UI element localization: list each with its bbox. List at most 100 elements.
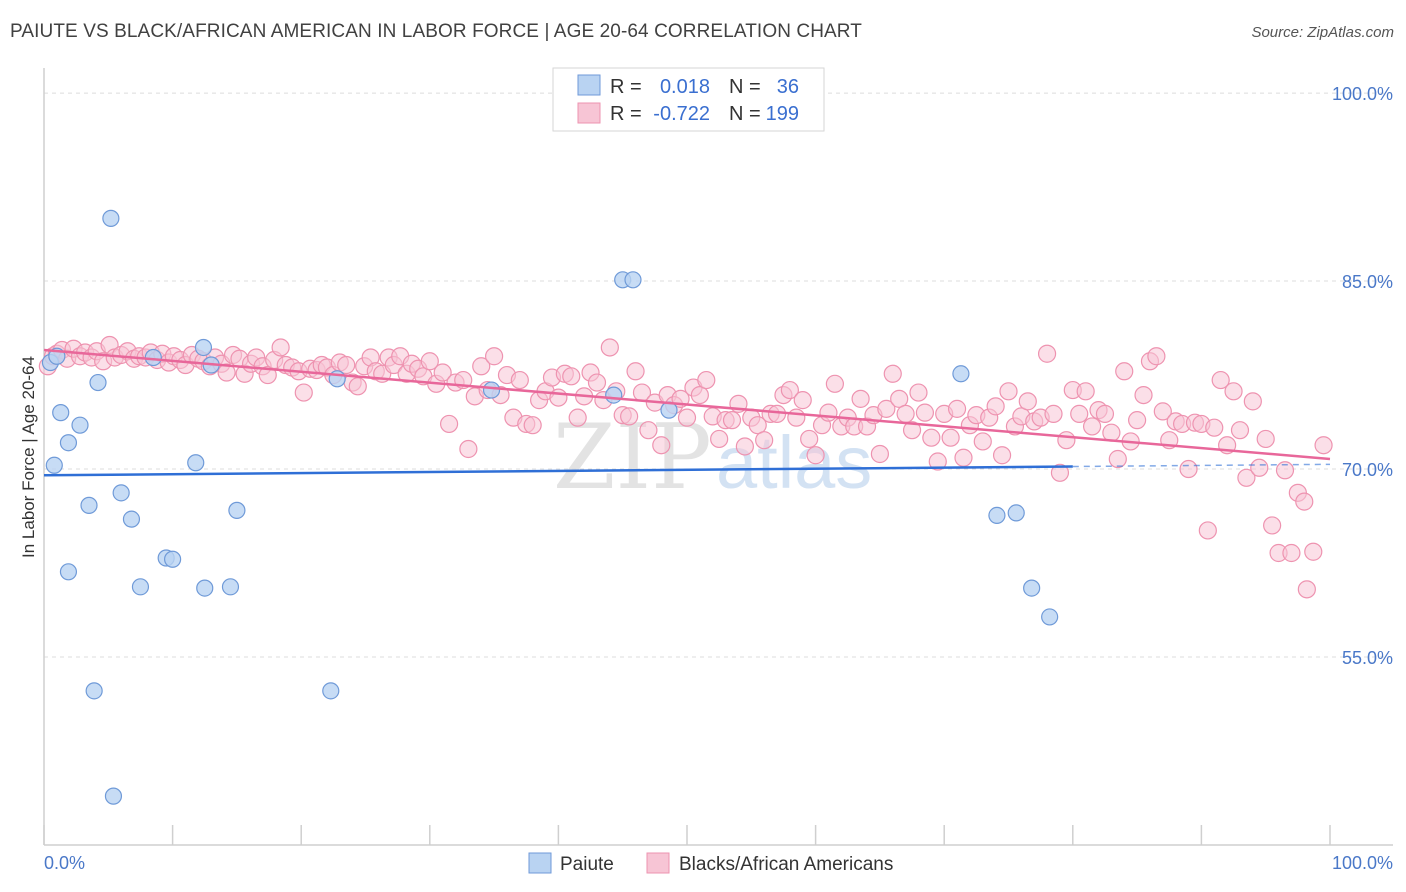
point-black	[915, 403, 935, 422]
point-black	[271, 338, 290, 357]
point-black	[1147, 347, 1166, 366]
point-paiute	[52, 404, 70, 422]
point-black	[1037, 344, 1057, 363]
legend-n-value-1: 36	[777, 76, 799, 98]
y-tick-label: 85.0%	[1342, 272, 1393, 292]
series-legend-swatch-paiute	[528, 852, 552, 874]
x-tick-label-end: 100.0%	[1332, 853, 1393, 873]
point-black	[877, 399, 896, 418]
point-paiute	[122, 510, 141, 528]
legend-r-value-1: 0.018	[660, 76, 710, 98]
point-black	[710, 429, 729, 449]
point-black	[258, 365, 277, 385]
point-black	[1314, 436, 1333, 455]
axes	[43, 68, 1393, 846]
point-black	[1102, 423, 1121, 442]
point-black	[1127, 411, 1147, 430]
point-black	[1018, 392, 1037, 411]
point-black	[690, 385, 709, 405]
point-paiute	[164, 550, 182, 568]
point-black	[600, 338, 619, 357]
point-paiute	[605, 386, 623, 404]
point-black	[800, 429, 819, 449]
point-paiute	[322, 682, 340, 700]
y-tick-labels: 55.0% 70.0% 85.0% 100.0%	[1332, 84, 1393, 668]
point-black	[459, 439, 478, 459]
point-black	[568, 408, 587, 427]
trend-line-paiute-extension	[1072, 463, 1331, 468]
point-black	[954, 448, 973, 467]
point-paiute	[952, 365, 970, 383]
legend-r-value-2: -0.722	[653, 103, 710, 125]
point-paiute	[1007, 504, 1025, 522]
point-black	[1211, 370, 1230, 390]
point-paiute	[59, 563, 78, 581]
point-black	[986, 397, 1005, 416]
point-black	[626, 362, 645, 381]
point-black	[337, 355, 356, 375]
point-black	[639, 421, 658, 440]
point-paiute	[988, 506, 1006, 525]
legend-r-label-1: R =	[610, 76, 642, 98]
point-paiute	[85, 682, 103, 700]
point-black	[1237, 468, 1256, 487]
point-black	[549, 388, 568, 407]
point-paiute	[112, 484, 130, 502]
point-paiute	[71, 416, 89, 434]
point-paiute	[221, 578, 240, 596]
point-paiute	[1041, 608, 1059, 626]
point-black	[928, 452, 947, 471]
point-black	[652, 436, 671, 455]
point-black	[1115, 362, 1134, 381]
series-legend-swatch-black	[646, 852, 670, 874]
point-black	[890, 389, 909, 408]
point-black	[439, 414, 459, 434]
point-paiute	[144, 348, 162, 367]
point-black	[973, 432, 992, 451]
point-black	[1224, 382, 1243, 401]
point-black	[1108, 449, 1127, 469]
point-paiute	[102, 209, 120, 227]
series-legend-label-paiute: Paiute	[560, 854, 614, 875]
point-black	[697, 370, 716, 390]
data-points	[38, 209, 1333, 805]
point-black	[787, 408, 806, 427]
point-black	[793, 391, 812, 410]
point-black	[1044, 404, 1063, 423]
point-black	[420, 352, 439, 371]
point-black	[780, 380, 799, 400]
point-black	[735, 437, 754, 456]
point-black	[562, 367, 581, 386]
point-black	[1153, 402, 1172, 421]
point-black	[992, 446, 1012, 465]
y-tick-label: 70.0%	[1342, 460, 1393, 480]
point-black	[1304, 542, 1323, 561]
point-paiute	[1023, 579, 1041, 597]
point-black	[523, 416, 542, 435]
point-black	[1256, 429, 1275, 449]
series-legend-label-black: Blacks/African Americans	[679, 854, 893, 875]
point-black	[1076, 382, 1095, 401]
watermark-atlas: atlas	[716, 421, 872, 504]
point-black	[819, 403, 838, 422]
point-black	[922, 428, 941, 447]
point-black	[348, 377, 367, 396]
point-black	[825, 374, 844, 393]
x-ticks	[43, 825, 1331, 845]
y-tick-label: 100.0%	[1332, 84, 1393, 104]
stats-legend: R = 0.018 N = 36 R = -0.722 N = 199	[552, 67, 825, 132]
point-black	[1134, 385, 1153, 405]
point-black	[1179, 459, 1198, 479]
point-paiute	[104, 787, 123, 805]
point-paiute	[80, 496, 98, 514]
chart-title: PAIUTE VS BLACK/AFRICAN AMERICAN IN LABO…	[10, 21, 862, 42]
point-black	[294, 383, 313, 402]
point-black	[722, 411, 742, 430]
legend-swatch-paiute	[577, 74, 601, 96]
point-black	[1282, 543, 1301, 563]
trend-line-paiute	[43, 465, 1073, 477]
point-black	[472, 357, 491, 376]
point-paiute	[131, 578, 150, 596]
point-paiute	[89, 373, 107, 392]
